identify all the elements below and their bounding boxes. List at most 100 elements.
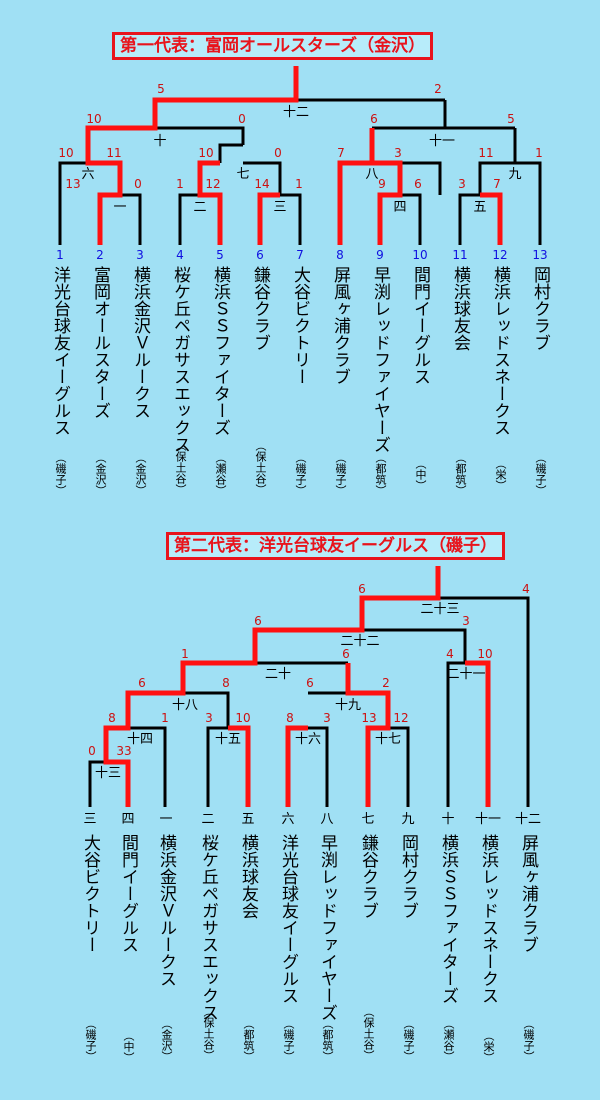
score: 10 bbox=[86, 112, 101, 126]
path-winner-2 bbox=[85, 66, 299, 245]
score: 0 bbox=[134, 177, 142, 191]
bracket1-scores: 13 0 1 12 14 1 9 6 3 7 10 11 10 0 7 3 11… bbox=[58, 82, 542, 191]
score: 6 bbox=[254, 614, 262, 628]
round-label: 十三 bbox=[95, 766, 121, 781]
seed-number: 9 bbox=[376, 248, 384, 262]
score: 5 bbox=[507, 112, 515, 126]
score: 1 bbox=[161, 711, 169, 725]
team-name: 富岡オールスターズ bbox=[90, 266, 110, 419]
team-name: 横浜金沢Ｖルークス bbox=[156, 834, 176, 987]
bracket2-title: 第二代表：洋光台球友イーグルス（磯子） bbox=[166, 532, 505, 560]
round-label: 十九 bbox=[335, 698, 361, 713]
team-ward: （瀬谷） bbox=[214, 452, 227, 496]
line bbox=[280, 193, 302, 245]
round-label: 二十 bbox=[265, 667, 291, 682]
round-label: 二十一 bbox=[446, 667, 485, 682]
score: 2 bbox=[382, 676, 390, 690]
line bbox=[206, 726, 228, 807]
line bbox=[446, 661, 465, 807]
score: 10 bbox=[235, 711, 250, 725]
team-name: 横浜金沢Ｖルークス bbox=[130, 266, 150, 419]
round-label: 十八 bbox=[172, 698, 198, 713]
team-name: 横浜ＳＳファイターズ bbox=[210, 266, 230, 436]
line bbox=[88, 760, 106, 807]
line bbox=[120, 193, 142, 245]
score: 8 bbox=[108, 711, 116, 725]
score: 1 bbox=[181, 647, 189, 661]
score: 0 bbox=[88, 744, 96, 758]
seed-number: 6 bbox=[256, 248, 264, 262]
line bbox=[388, 726, 410, 807]
round-label: 五 bbox=[473, 200, 486, 215]
line bbox=[478, 161, 515, 195]
score: 10 bbox=[58, 146, 73, 160]
seed-number: 四 bbox=[121, 812, 134, 827]
bracket2-seeds: 三 四 一 二 五 六 八 七 九 十 十一 十二 bbox=[83, 812, 541, 827]
team-ward: （都筑） bbox=[242, 1018, 255, 1062]
score: 10 bbox=[198, 146, 213, 160]
team-ward: （栄） bbox=[482, 1030, 495, 1063]
bracket1-round-labels: 一 二 三 四 五 六 七 八 九 十 十一 十二 bbox=[81, 105, 521, 215]
score: 0 bbox=[238, 112, 246, 126]
line bbox=[243, 161, 282, 195]
team-name: 鎌谷クラブ bbox=[358, 834, 378, 919]
team-ward: （瀬谷） bbox=[442, 1018, 455, 1062]
seed-number: 5 bbox=[216, 248, 224, 262]
score: 6 bbox=[358, 582, 366, 596]
score: 3 bbox=[458, 177, 466, 191]
team-ward: （都筑） bbox=[321, 1018, 334, 1062]
team-ward: （磯子） bbox=[402, 1018, 415, 1062]
line bbox=[218, 143, 243, 163]
team-ward: （金沢） bbox=[94, 452, 107, 496]
score: 0 bbox=[274, 146, 282, 160]
seed-number: 2 bbox=[96, 248, 104, 262]
team-name: 洋光台球友イーグルス bbox=[278, 834, 298, 1004]
team-name: 大谷ビクトリー bbox=[290, 266, 310, 385]
bracket1-lines bbox=[58, 98, 542, 245]
score: 13 bbox=[65, 177, 80, 191]
line bbox=[128, 726, 167, 807]
seed-number: 8 bbox=[336, 248, 344, 262]
path-winner bbox=[465, 660, 491, 807]
team-ward: （保土谷） bbox=[202, 1006, 215, 1061]
seed-number: 10 bbox=[412, 248, 427, 262]
seed-number: 十一 bbox=[475, 812, 501, 827]
seed-number: 13 bbox=[532, 248, 547, 262]
score: 8 bbox=[222, 676, 230, 690]
team-name: 間門イーグルス bbox=[118, 834, 138, 953]
round-label: 十 bbox=[153, 134, 166, 149]
score: 3 bbox=[205, 711, 213, 725]
round-label: 四 bbox=[393, 200, 406, 215]
seed-number: 二 bbox=[201, 812, 214, 827]
score: 2 bbox=[434, 82, 442, 96]
seed-number: 五 bbox=[241, 812, 254, 827]
bracket2-diagram: 0 33 8 1 3 10 8 3 13 12 6 8 6 2 1 6 4 10… bbox=[83, 566, 541, 827]
score: 11 bbox=[478, 146, 493, 160]
team-ward: （保土谷） bbox=[362, 1006, 375, 1061]
path-winner-8 bbox=[337, 128, 375, 245]
line bbox=[458, 193, 480, 245]
team-name: 横浜レッドスネークス bbox=[478, 834, 498, 1004]
path-winner-6 bbox=[257, 192, 280, 245]
score: 3 bbox=[323, 711, 331, 725]
team-ward: （保土谷） bbox=[174, 440, 187, 495]
team-ward: （都筑） bbox=[374, 452, 387, 496]
bracket1-winner-paths bbox=[85, 66, 503, 245]
bracket2-winner-paths bbox=[103, 566, 491, 807]
team-name: 屏風ヶ浦クラブ bbox=[330, 266, 350, 385]
path-winner-champion bbox=[103, 566, 441, 807]
line bbox=[58, 161, 88, 245]
score: 9 bbox=[378, 177, 386, 191]
seed-number: 7 bbox=[296, 248, 304, 262]
score: 6 bbox=[138, 676, 146, 690]
team-name: 早渕レッドファイヤーズ bbox=[370, 266, 390, 453]
team-name: 大谷ビクトリー bbox=[80, 834, 100, 953]
round-label: 二 bbox=[193, 200, 206, 215]
round-label: 十七 bbox=[375, 732, 401, 747]
score: 6 bbox=[414, 177, 422, 191]
seed-number: 1 bbox=[56, 248, 64, 262]
score: 13 bbox=[361, 711, 376, 725]
round-label: 九 bbox=[508, 167, 521, 182]
team-name: 横浜レッドスネークス bbox=[490, 266, 510, 436]
round-label: 十五 bbox=[215, 732, 241, 747]
